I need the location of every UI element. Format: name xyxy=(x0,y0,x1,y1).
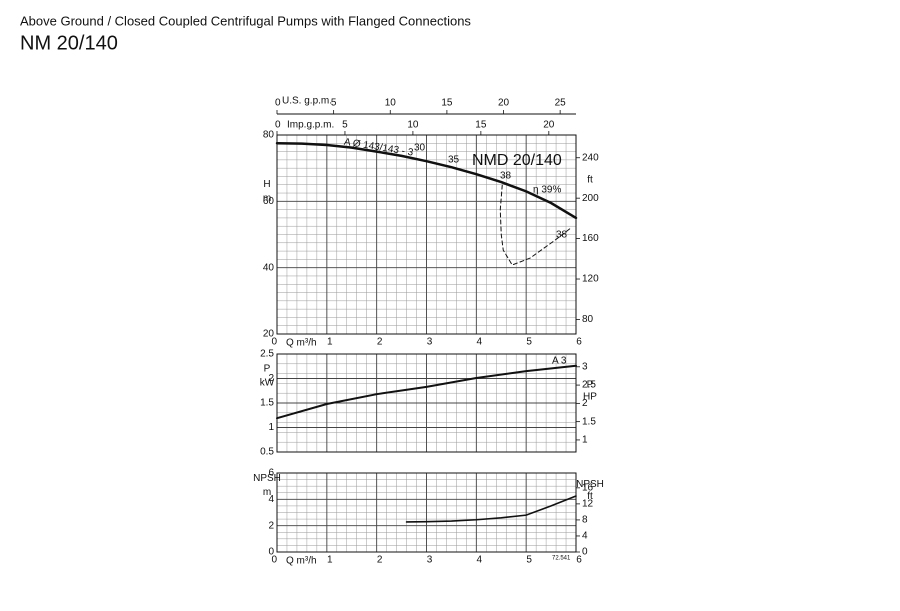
y-tick-label: 60 xyxy=(263,196,275,207)
x-tick-label: 6 xyxy=(576,337,582,348)
plot-frame xyxy=(276,353,577,453)
top-axis-tick-label: 20 xyxy=(543,120,555,131)
curve xyxy=(499,184,572,266)
top-axis-tick-label: 20 xyxy=(498,98,510,109)
y-axis-label: NPSH xyxy=(253,473,281,484)
y2-axis-label: ft xyxy=(587,174,593,185)
x-tick-label: 2 xyxy=(377,555,383,566)
y-tick-label: 20 xyxy=(263,329,275,340)
y2-tick-label: 80 xyxy=(582,314,594,325)
curve xyxy=(275,142,578,220)
curve-label: A Ø 143/143 - 3 xyxy=(343,137,414,159)
y2-tick-label: 240 xyxy=(582,152,599,163)
x-tick-label: 1 xyxy=(327,337,333,348)
y2-axis-label: HP xyxy=(583,392,597,403)
x-tick-label: 5 xyxy=(526,337,532,348)
curve xyxy=(405,495,577,523)
y2-tick-label: 16 xyxy=(582,482,594,493)
x-tick-label: 5 xyxy=(526,555,532,566)
annotation: 38 xyxy=(556,230,568,241)
y-tick-label: 80 xyxy=(263,130,275,141)
top-axis-tick-label: 10 xyxy=(385,98,397,109)
y-tick-label: 6 xyxy=(268,468,274,479)
top-axis-tick-label: 15 xyxy=(475,120,487,131)
annotation: 72.541 xyxy=(552,556,571,562)
x-tick-label: 4 xyxy=(477,555,483,566)
top-axis-label: Imp.g.p.m. xyxy=(287,120,334,131)
y-tick-label: 1.5 xyxy=(260,398,274,409)
y-axis-label: m xyxy=(263,193,271,204)
y-tick-label: 2 xyxy=(268,373,274,384)
top-axis-tick-label: 15 xyxy=(441,98,453,109)
x-tick-label: 0 xyxy=(271,555,277,566)
x-axis-label: Q m³/h xyxy=(286,556,317,567)
y-tick-label: 0 xyxy=(268,547,274,558)
y2-axis-label: P xyxy=(587,380,594,391)
y2-tick-label: 200 xyxy=(582,193,599,204)
plot-frame xyxy=(276,472,577,553)
annotation: 35 xyxy=(448,155,460,166)
y2-tick-label: 1.5 xyxy=(582,416,596,427)
x-tick-label: 2 xyxy=(377,337,383,348)
y2-tick-label: 4 xyxy=(582,531,588,542)
curve-label: A 3 xyxy=(552,356,567,367)
curve-label: 38 xyxy=(500,171,512,182)
y-axis-label: m xyxy=(263,487,271,498)
y2-tick-label: 0 xyxy=(582,547,588,558)
y2-tick-label: 1 xyxy=(582,435,588,446)
top-axis-tick-label: 10 xyxy=(407,120,419,131)
y2-tick-label: 3 xyxy=(582,361,588,372)
y2-tick-label: 12 xyxy=(582,499,594,510)
y-tick-label: 4 xyxy=(268,494,274,505)
plot-frame xyxy=(276,134,577,335)
y-axis-label: P xyxy=(264,364,271,375)
x-tick-label: 0 xyxy=(271,337,277,348)
top-axis-tick-label: 25 xyxy=(555,98,567,109)
curve xyxy=(276,364,577,420)
y2-axis-label: NPSH xyxy=(576,479,604,490)
y2-tick-label: 160 xyxy=(582,233,599,244)
x-axis-label: Q m³/h xyxy=(286,338,317,349)
y-tick-label: 1 xyxy=(268,422,274,433)
x-tick-label: 1 xyxy=(327,555,333,566)
y-tick-label: 40 xyxy=(263,262,275,273)
x-tick-label: 4 xyxy=(477,337,483,348)
y-tick-label: 2 xyxy=(268,520,274,531)
y2-axis-label: ft xyxy=(587,491,593,502)
top-axis-tick-label: 5 xyxy=(331,98,337,109)
y-axis-label: H xyxy=(263,179,270,190)
annotation: 30 xyxy=(414,143,426,154)
page-subtitle: Above Ground / Closed Coupled Centrifuga… xyxy=(20,13,471,28)
y-tick-label: 0.5 xyxy=(260,447,274,458)
y-axis-label: kW xyxy=(260,378,275,389)
y-tick-label: 2.5 xyxy=(260,349,274,360)
top-axis-tick-label: 5 xyxy=(342,120,348,131)
page-title: NM 20/140 xyxy=(20,32,118,54)
x-tick-label: 3 xyxy=(427,337,433,348)
top-axis-tick-label: 0 xyxy=(275,120,281,131)
y2-tick-label: 120 xyxy=(582,274,599,285)
top-axis-label: U.S. g.p.m. xyxy=(282,96,332,107)
y2-tick-label: 2.5 xyxy=(582,380,596,391)
x-tick-label: 6 xyxy=(576,555,582,566)
x-tick-label: 3 xyxy=(427,555,433,566)
annotation: η 39% xyxy=(533,185,561,196)
chart-title: NMD 20/140 xyxy=(472,152,562,169)
y2-tick-label: 2 xyxy=(582,398,588,409)
y2-tick-label: 8 xyxy=(582,515,588,526)
top-axis-tick-label: 0 xyxy=(275,98,281,109)
